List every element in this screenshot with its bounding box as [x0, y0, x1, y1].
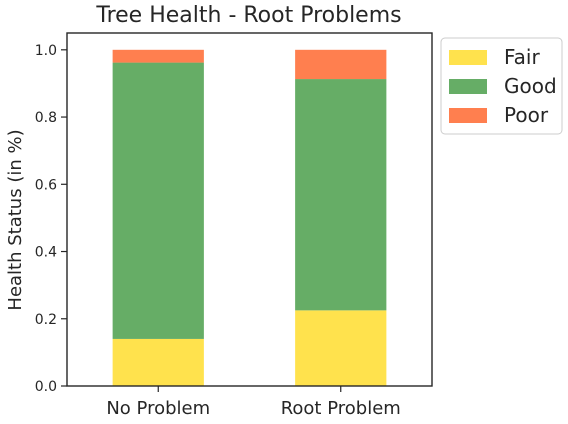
bar-fair-0	[112, 338, 204, 386]
x-tick-label: No Problem	[106, 398, 210, 419]
legend-label-good: Good	[504, 74, 557, 98]
bar-poor-1	[295, 49, 387, 80]
legend-swatch-fair	[449, 50, 487, 65]
legend-label-fair: Fair	[504, 45, 540, 69]
chart-title: Tree Health - Root Problems	[95, 3, 401, 28]
bar-poor-0	[112, 49, 204, 63]
legend-swatch-poor	[449, 108, 487, 123]
bar-good-0	[112, 62, 204, 339]
y-tick-label: 1.0	[35, 43, 57, 59]
y-tick-label: 0.6	[35, 177, 57, 193]
legend-label-poor: Poor	[504, 103, 549, 127]
y-tick-label: 0.0	[35, 379, 57, 395]
legend: Fair Good Poor	[440, 37, 563, 135]
bar-good-1	[295, 79, 387, 311]
y-tick-label: 0.4	[35, 245, 57, 261]
legend-swatch-good	[449, 79, 487, 94]
plot-frame	[66, 32, 433, 387]
plot-area: 0.0 0.2 0.4 0.6 0.8 1.0 No Problem Root Problem	[35, 32, 433, 419]
bar-fair-1	[295, 310, 387, 386]
x-tick-label: Root Problem	[281, 398, 401, 419]
y-tick-label: 0.2	[35, 312, 57, 328]
y-tick-label: 0.8	[35, 110, 57, 126]
y-axis-label: Health Status (in %)	[5, 129, 26, 310]
